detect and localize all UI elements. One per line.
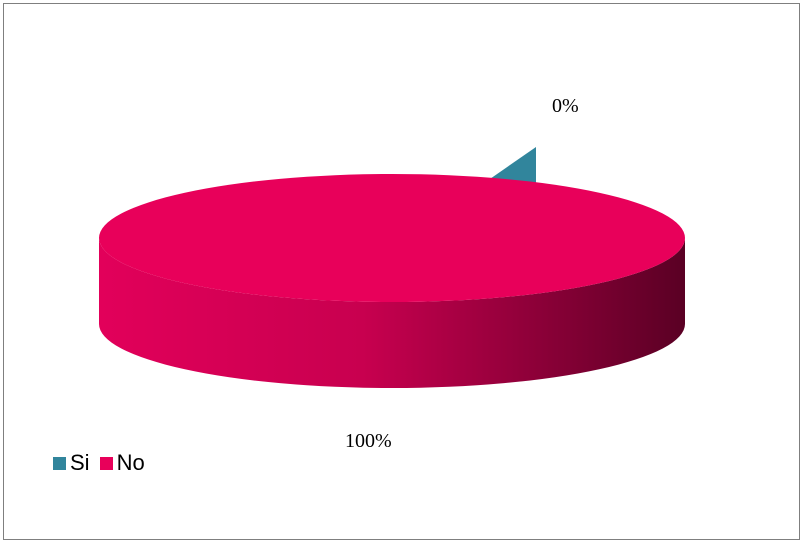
pie-slice-no-top <box>99 174 685 302</box>
data-label-no: 100% <box>345 430 392 452</box>
data-label-si: 0% <box>552 95 579 117</box>
legend-swatch-si <box>53 456 66 470</box>
legend-item-si: Si <box>53 452 90 474</box>
legend: Si No <box>53 452 155 474</box>
legend-label-no: No <box>116 450 145 475</box>
pie-slice-si-top <box>487 147 536 183</box>
legend-item-no: No <box>99 450 145 475</box>
pie-slice-si <box>487 147 536 183</box>
legend-label-si: Si <box>70 450 90 475</box>
pie-slice-no-side <box>99 238 685 388</box>
legend-swatch-no <box>99 456 113 470</box>
pie-slice-no <box>99 174 685 388</box>
